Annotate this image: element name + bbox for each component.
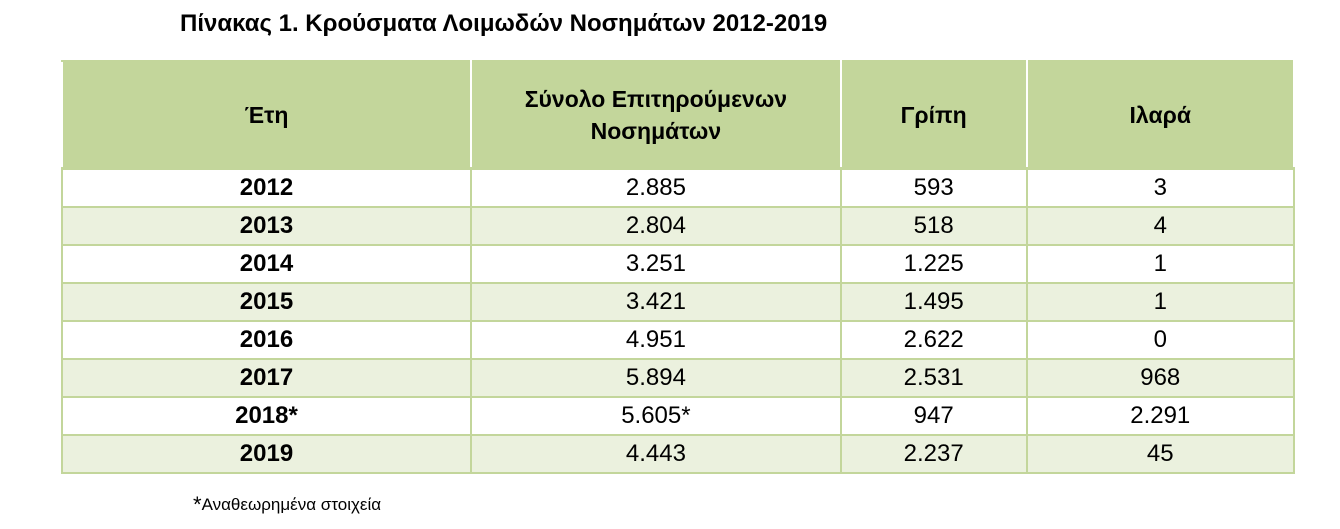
cell-flu: 518: [839, 206, 1028, 246]
cell-total: 4.951: [469, 320, 842, 360]
cell-flu: 2.531: [839, 358, 1028, 398]
column-header-years: Έτη: [61, 60, 472, 170]
cell-total: 2.804: [469, 206, 842, 246]
column-header-total-diseases: Σύνολο Επιτηρούμενων Νοσημάτων: [469, 60, 842, 170]
cell-flu: 1.495: [839, 282, 1028, 322]
cell-measles: 2.291: [1025, 396, 1296, 436]
cell-flu: 2.622: [839, 320, 1028, 360]
footnote-asterisk: *: [193, 492, 202, 517]
cell-year: 2013: [61, 206, 472, 246]
cell-measles: 968: [1025, 358, 1296, 398]
table-row: 2017 5.894 2.531 968: [61, 358, 1296, 398]
cell-total: 5.894: [469, 358, 842, 398]
cell-measles: 1: [1025, 282, 1296, 322]
cell-measles: 3: [1025, 167, 1296, 208]
cell-total: 4.443: [469, 434, 842, 474]
footnote-text: Αναθεωρημένα στοιχεία: [201, 495, 382, 514]
cell-total: 3.421: [469, 282, 842, 322]
table-row: 2015 3.421 1.495 1: [61, 282, 1296, 322]
table-container: Έτη Σύνολο Επιτηρούμενων Νοσημάτων Γρίπη…: [61, 60, 1296, 474]
table-row: 2019 4.443 2.237 45: [61, 434, 1296, 474]
table-row: 2018* 5.605* 947 2.291: [61, 396, 1296, 436]
table-row: 2013 2.804 518 4: [61, 206, 1296, 246]
cell-year: 2015: [61, 282, 472, 322]
column-header-flu: Γρίπη: [839, 60, 1028, 170]
cell-measles: 45: [1025, 434, 1296, 474]
table-row: 2014 3.251 1.225 1: [61, 244, 1296, 284]
cell-flu: 593: [839, 167, 1028, 208]
column-header-total-diseases-label: Σύνολο Επιτηρούμενων Νοσημάτων: [524, 85, 788, 144]
cell-measles: 0: [1025, 320, 1296, 360]
table-row: 2016 4.951 2.622 0: [61, 320, 1296, 360]
header-row: Έτη Σύνολο Επιτηρούμενων Νοσημάτων Γρίπη…: [61, 60, 1296, 170]
cell-measles: 1: [1025, 244, 1296, 284]
cell-total: 3.251: [469, 244, 842, 284]
cell-year: 2012: [61, 167, 472, 208]
cell-flu: 2.237: [839, 434, 1028, 474]
data-table: Έτη Σύνολο Επιτηρούμενων Νοσημάτων Γρίπη…: [61, 60, 1296, 474]
cell-year: 2018*: [61, 396, 472, 436]
cell-year: 2016: [61, 320, 472, 360]
cell-flu: 947: [839, 396, 1028, 436]
cell-flu: 1.225: [839, 244, 1028, 284]
table-row: 2012 2.885 593 3: [61, 167, 1296, 208]
footnote: *Αναθεωρημένα στοιχεία: [193, 492, 381, 518]
cell-total: 5.605*: [469, 396, 842, 436]
column-header-measles: Ιλαρά: [1025, 60, 1296, 170]
cell-total: 2.885: [469, 167, 842, 208]
cell-year: 2017: [61, 358, 472, 398]
cell-measles: 4: [1025, 206, 1296, 246]
cell-year: 2019: [61, 434, 472, 474]
table-title: Πίνακας 1. Κρούσματα Λοιμωδών Νοσημάτων …: [180, 10, 828, 37]
cell-year: 2014: [61, 244, 472, 284]
